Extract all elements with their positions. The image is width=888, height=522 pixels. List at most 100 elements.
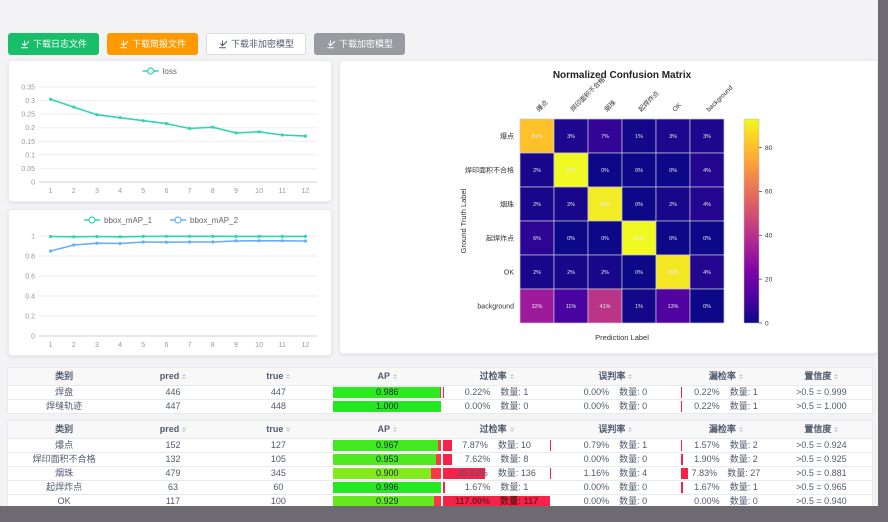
svg-text:烟珠: 烟珠 bbox=[500, 200, 514, 209]
loss-chart-panel: loss 0 0.05 0.1 0.15 0.2 0.25 0.3 0.35 1 2 3 4 5 6 7 8 9 1… bbox=[8, 60, 332, 202]
sort-icon[interactable] bbox=[509, 425, 514, 434]
svg-text:1: 1 bbox=[49, 188, 53, 195]
mis-cell: 0.00% 数量: 0 bbox=[583, 401, 648, 411]
header-true[interactable]: true bbox=[226, 421, 331, 438]
table-header-row: 类别 pred true AP 过检率 误判率 漏检率 置信度 bbox=[8, 421, 872, 439]
header-mis[interactable]: 误判率 bbox=[550, 368, 681, 385]
header-conf[interactable]: 置信度 bbox=[771, 368, 872, 385]
legend-item-bbox_mAP_1[interactable]: bbox_mAP_1 bbox=[84, 216, 153, 225]
download-report-file-button[interactable]: 下载简报文件 bbox=[107, 33, 199, 55]
svg-text:20: 20 bbox=[765, 276, 773, 283]
sort-icon[interactable] bbox=[509, 372, 514, 381]
sort-icon[interactable] bbox=[182, 425, 187, 434]
sort-icon[interactable] bbox=[286, 425, 291, 434]
category-cell: 爆点 bbox=[55, 440, 74, 450]
sort-icon[interactable] bbox=[393, 425, 398, 434]
table-row: 烟珠 479 345 0.900 39.42% 数量: 136 1.16% 数量: 4 7.83… bbox=[8, 467, 872, 481]
svg-text:0.3: 0.3 bbox=[25, 98, 35, 105]
svg-text:93%: 93% bbox=[566, 168, 577, 174]
svg-text:6: 6 bbox=[164, 342, 168, 349]
svg-text:2%: 2% bbox=[533, 168, 541, 174]
svg-text:3: 3 bbox=[95, 188, 99, 195]
header-pred[interactable]: pred bbox=[120, 368, 225, 385]
miss-rate-bar bbox=[681, 401, 682, 412]
header-ap[interactable]: AP bbox=[331, 421, 443, 438]
svg-text:0%: 0% bbox=[703, 236, 711, 242]
svg-text:3%: 3% bbox=[703, 134, 711, 140]
download-encrypted-model-button[interactable]: 下载加密模型 bbox=[314, 33, 406, 55]
legend-item-bbox_mAP_2[interactable]: bbox_mAP_2 bbox=[170, 216, 239, 225]
svg-text:4%: 4% bbox=[703, 270, 711, 276]
svg-text:60: 60 bbox=[765, 189, 773, 196]
svg-text:loss: loss bbox=[163, 67, 177, 76]
svg-text:2: 2 bbox=[72, 342, 76, 349]
header-over[interactable]: 过检率 bbox=[443, 421, 549, 438]
download-icon bbox=[120, 39, 129, 48]
svg-text:焊印面积不合格: 焊印面积不合格 bbox=[465, 166, 514, 175]
sort-icon[interactable] bbox=[393, 372, 398, 381]
sort-icon[interactable] bbox=[834, 372, 839, 381]
dashboard-page: 下载日志文件 下载简报文件 下载非加密模型 下载加密模型 loss 0 0.05 0.1 0.… bbox=[0, 0, 878, 506]
svg-text:80: 80 bbox=[765, 145, 773, 152]
legend-item-loss[interactable]: loss bbox=[142, 67, 177, 76]
over-cell: 39.42% 数量: 136 bbox=[443, 467, 549, 480]
svg-text:3%: 3% bbox=[669, 134, 677, 140]
header-pred[interactable]: pred bbox=[120, 421, 225, 438]
sort-icon[interactable] bbox=[834, 425, 839, 434]
ap-gauge bbox=[333, 401, 442, 412]
ap-gauge bbox=[333, 440, 442, 451]
header-true[interactable]: true bbox=[226, 368, 331, 385]
over-rate-bar bbox=[443, 482, 446, 493]
download-icon bbox=[219, 39, 228, 48]
pred-cell: 132 bbox=[165, 454, 181, 464]
mis-cell: 1.16% 数量: 4 bbox=[549, 467, 681, 480]
svg-text:4: 4 bbox=[118, 342, 122, 349]
svg-text:11%: 11% bbox=[566, 304, 577, 310]
download-unencrypted-model-button[interactable]: 下载非加密模型 bbox=[206, 33, 307, 55]
download-log-file-button[interactable]: 下载日志文件 bbox=[8, 33, 100, 55]
sort-icon[interactable] bbox=[286, 372, 291, 381]
header-category: 类别 bbox=[55, 424, 74, 434]
category-cell: 焊印面积不合格 bbox=[32, 454, 96, 464]
svg-text:0%: 0% bbox=[635, 168, 643, 174]
table-row: 焊印面积不合格 132 105 0.953 7.62% 数量: 8 0.00% 数量: 0 1.… bbox=[8, 453, 872, 467]
svg-text:起焊炸点: 起焊炸点 bbox=[486, 234, 514, 243]
header-mis[interactable]: 误判率 bbox=[550, 421, 681, 438]
ap-cell: 1.000 bbox=[331, 400, 443, 413]
header-over[interactable]: 过检率 bbox=[443, 368, 549, 385]
ap-cell: 0.900 bbox=[331, 467, 443, 480]
miss-cell: 1.57% 数量: 2 bbox=[681, 439, 771, 452]
sort-icon[interactable] bbox=[738, 425, 743, 434]
svg-text:0.35: 0.35 bbox=[21, 85, 35, 92]
header-conf[interactable]: 置信度 bbox=[771, 421, 872, 438]
sort-icon[interactable] bbox=[738, 372, 743, 381]
svg-text:0.2: 0.2 bbox=[25, 125, 35, 132]
svg-text:1%: 1% bbox=[635, 304, 643, 310]
svg-text:90%: 90% bbox=[600, 202, 611, 208]
colorbar bbox=[743, 118, 760, 324]
sort-icon[interactable] bbox=[182, 372, 187, 381]
sort-icon[interactable] bbox=[628, 372, 633, 381]
svg-text:40: 40 bbox=[765, 233, 773, 240]
mis-rate-bar bbox=[549, 468, 552, 479]
header-ap[interactable]: AP bbox=[331, 368, 443, 385]
svg-text:3%: 3% bbox=[567, 134, 575, 140]
mis-cell: 0.00% 数量: 0 bbox=[583, 387, 648, 397]
miss-rate-bar bbox=[681, 454, 683, 465]
svg-text:2%: 2% bbox=[567, 202, 575, 208]
svg-text:2%: 2% bbox=[533, 202, 541, 208]
svg-text:4%: 4% bbox=[703, 168, 711, 174]
download-icon bbox=[21, 39, 29, 48]
confidence-cell: >0.5 = 0.924 bbox=[796, 440, 847, 450]
pred-cell: 152 bbox=[165, 440, 181, 450]
true-cell: 127 bbox=[270, 440, 286, 450]
svg-text:4%: 4% bbox=[703, 202, 711, 208]
over-rate-bar bbox=[443, 440, 452, 451]
button-label: 下载简报文件 bbox=[132, 38, 187, 49]
over-cell: 117.00% 数量: 117 bbox=[443, 495, 550, 506]
category-cell: 起焊炸点 bbox=[46, 482, 83, 492]
header-miss[interactable]: 漏检率 bbox=[681, 368, 771, 385]
svg-text:7: 7 bbox=[188, 188, 192, 195]
sort-icon[interactable] bbox=[628, 425, 633, 434]
header-miss[interactable]: 漏检率 bbox=[681, 421, 771, 438]
